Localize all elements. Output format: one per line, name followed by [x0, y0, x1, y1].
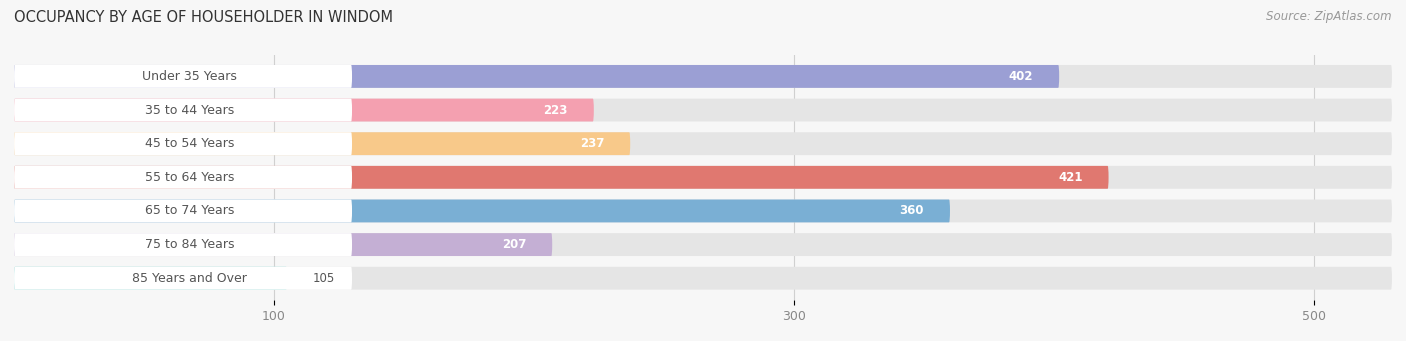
FancyBboxPatch shape [14, 99, 1392, 121]
FancyBboxPatch shape [14, 132, 630, 155]
FancyBboxPatch shape [14, 99, 593, 121]
FancyBboxPatch shape [14, 166, 1108, 189]
FancyBboxPatch shape [14, 199, 950, 222]
Text: 402: 402 [1008, 70, 1033, 83]
Text: 105: 105 [314, 272, 335, 285]
FancyBboxPatch shape [14, 267, 1392, 290]
FancyBboxPatch shape [14, 267, 287, 290]
Text: OCCUPANCY BY AGE OF HOUSEHOLDER IN WINDOM: OCCUPANCY BY AGE OF HOUSEHOLDER IN WINDO… [14, 10, 394, 25]
FancyBboxPatch shape [14, 233, 553, 256]
FancyBboxPatch shape [14, 233, 352, 256]
FancyBboxPatch shape [14, 166, 352, 189]
Text: 65 to 74 Years: 65 to 74 Years [145, 205, 235, 218]
FancyBboxPatch shape [14, 166, 1392, 189]
Text: 237: 237 [579, 137, 605, 150]
Text: 207: 207 [502, 238, 526, 251]
Text: 75 to 84 Years: 75 to 84 Years [145, 238, 235, 251]
FancyBboxPatch shape [14, 132, 1392, 155]
Text: 35 to 44 Years: 35 to 44 Years [145, 104, 235, 117]
FancyBboxPatch shape [14, 65, 352, 88]
Text: Source: ZipAtlas.com: Source: ZipAtlas.com [1267, 10, 1392, 23]
FancyBboxPatch shape [14, 65, 1059, 88]
Text: 45 to 54 Years: 45 to 54 Years [145, 137, 235, 150]
Text: 85 Years and Over: 85 Years and Over [132, 272, 247, 285]
FancyBboxPatch shape [14, 99, 352, 121]
FancyBboxPatch shape [14, 267, 352, 290]
FancyBboxPatch shape [14, 199, 1392, 222]
Text: 421: 421 [1059, 171, 1083, 184]
FancyBboxPatch shape [14, 65, 1392, 88]
FancyBboxPatch shape [14, 233, 1392, 256]
FancyBboxPatch shape [14, 199, 352, 222]
Text: 360: 360 [900, 205, 924, 218]
FancyBboxPatch shape [14, 132, 352, 155]
Text: 223: 223 [544, 104, 568, 117]
Text: Under 35 Years: Under 35 Years [142, 70, 238, 83]
Text: 55 to 64 Years: 55 to 64 Years [145, 171, 235, 184]
